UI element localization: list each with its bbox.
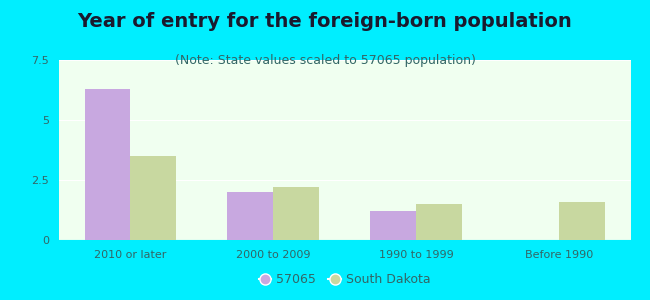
Bar (84, 89, 130, 240)
Text: (Note: State values scaled to 57065 population): (Note: State values scaled to 57065 popu… (175, 54, 475, 67)
Text: Year of entry for the foreign-born population: Year of entry for the foreign-born popul… (77, 12, 573, 31)
Bar (559, 202, 604, 240)
Bar (273, 187, 318, 240)
Bar (416, 204, 462, 240)
Bar (130, 156, 176, 240)
Legend: 57065, South Dakota: 57065, South Dakota (254, 268, 436, 291)
Bar (227, 192, 273, 240)
Bar (370, 211, 416, 240)
